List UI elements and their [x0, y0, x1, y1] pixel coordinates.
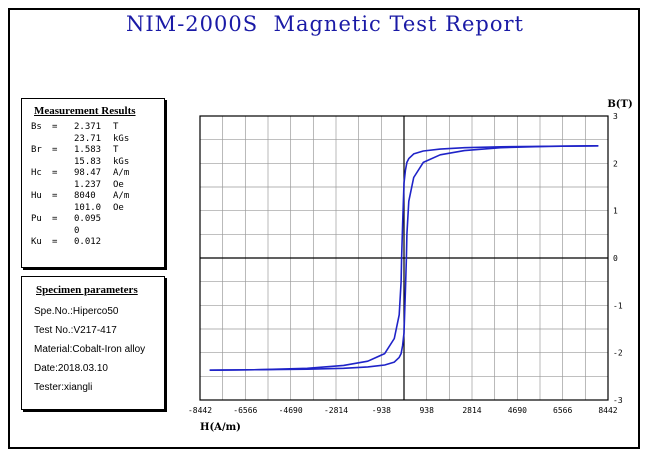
measurement-row: Bs = 2.371 T — [22, 122, 164, 134]
measurement-value: 0.095 — [74, 214, 102, 224]
specimen-parameters-panel: Specimen parameters Spe.No.:Hiperco50 Tes… — [21, 276, 165, 410]
y-tick-label: 2 — [613, 159, 618, 168]
measurement-row: 15.83 kGs — [22, 157, 164, 169]
measurement-value: 0 — [74, 225, 80, 236]
measurement-unit: A/m — [113, 191, 130, 201]
x-tick-label: 2814 — [462, 406, 481, 415]
measurement-results-header: Measurement Results — [34, 105, 136, 117]
x-tick-label: -8442 — [188, 406, 212, 415]
measurement-row: Hu = 8040 A/m — [22, 191, 164, 203]
specimen-row: Test No.:V217-417 — [34, 325, 117, 336]
measurement-results-panel: Measurement Results Bs = 2.371 T 23.71 kGs Br =… — [21, 98, 165, 268]
measurement-value: 1.237 — [74, 179, 102, 190]
measurement-equals: = — [52, 191, 58, 201]
measurement-value: 1.583 — [74, 145, 102, 155]
x-tick-label: 938 — [419, 406, 434, 415]
measurement-key: Pu — [31, 214, 42, 224]
measurement-row: 0 — [22, 226, 164, 238]
specimen-parameters-header: Specimen parameters — [36, 284, 138, 296]
y-tick-label: -3 — [613, 396, 623, 405]
y-tick-label: 1 — [613, 207, 618, 216]
measurement-equals: = — [52, 237, 58, 247]
specimen-rows: Spe.No.:Hiperco50 Test No.:V217-417 Materi… — [22, 302, 164, 397]
measurement-unit: T — [113, 122, 119, 132]
y-axis-label: B(T) — [607, 99, 632, 110]
measurement-unit: kGs — [113, 133, 130, 144]
measurement-row: 101.0 Oe — [22, 203, 164, 215]
y-tick-label: -1 — [613, 301, 623, 310]
measurement-key: Ku — [31, 237, 42, 247]
measurement-unit: T — [113, 145, 119, 155]
x-tick-label: 6566 — [553, 406, 572, 415]
specimen-row: Spe.No.:Hiperco50 — [34, 306, 119, 317]
measurement-row: 1.237 Oe — [22, 180, 164, 192]
y-tick-label: -2 — [613, 349, 623, 358]
measurement-unit: kGs — [113, 156, 130, 167]
report-title: NIM-2000S Magnetic Test Report — [126, 12, 524, 36]
x-axis-label: H(A/m) — [200, 422, 241, 433]
measurement-key: Hc — [31, 168, 42, 178]
y-tick-label: 0 — [613, 254, 618, 263]
hysteresis-branch-ascending — [209, 145, 599, 371]
x-tick-label: -2814 — [324, 406, 348, 415]
measurement-rows: Bs = 2.371 T 23.71 kGs Br = 1.583 T 15.83 kGs Hc = 98.… — [22, 122, 164, 249]
measurement-equals: = — [52, 214, 58, 224]
specimen-row: Date:2018.03.10 — [34, 363, 108, 374]
x-tick-label: -4690 — [279, 406, 303, 415]
measurement-key: Br — [31, 145, 42, 155]
x-tick-label: 8442 — [598, 406, 617, 415]
measurement-equals: = — [52, 145, 58, 155]
measurement-value: 15.83 — [74, 156, 102, 167]
measurement-value: 8040 — [74, 191, 96, 201]
specimen-row: Tester:xiangli — [34, 382, 93, 393]
measurement-key: Hu — [31, 191, 42, 201]
measurement-row: Hc = 98.47 A/m — [22, 168, 164, 180]
measurement-unit: Oe — [113, 179, 124, 190]
measurement-value: 2.371 — [74, 122, 102, 132]
y-tick-label: 3 — [613, 112, 618, 121]
hysteresis-branch-descending — [209, 145, 599, 371]
measurement-row: Pu = 0.095 — [22, 214, 164, 226]
measurement-equals: = — [52, 168, 58, 178]
measurement-row: Br = 1.583 T — [22, 145, 164, 157]
measurement-key: Bs — [31, 122, 42, 132]
specimen-row: Material:Cobalt-Iron alloy — [34, 344, 146, 355]
measurement-value: 101.0 — [74, 202, 102, 213]
measurement-value: 0.012 — [74, 237, 102, 247]
measurement-equals: = — [52, 122, 58, 132]
measurement-row: Ku = 0.012 — [22, 237, 164, 249]
x-tick-label: 4690 — [508, 406, 527, 415]
measurement-value: 23.71 — [74, 133, 102, 144]
x-tick-label: -938 — [372, 406, 391, 415]
measurement-row: 23.71 kGs — [22, 134, 164, 146]
measurement-unit: Oe — [113, 202, 124, 213]
measurement-value: 98.47 — [74, 168, 102, 178]
measurement-unit: A/m — [113, 168, 130, 178]
x-tick-label: -6566 — [233, 406, 257, 415]
